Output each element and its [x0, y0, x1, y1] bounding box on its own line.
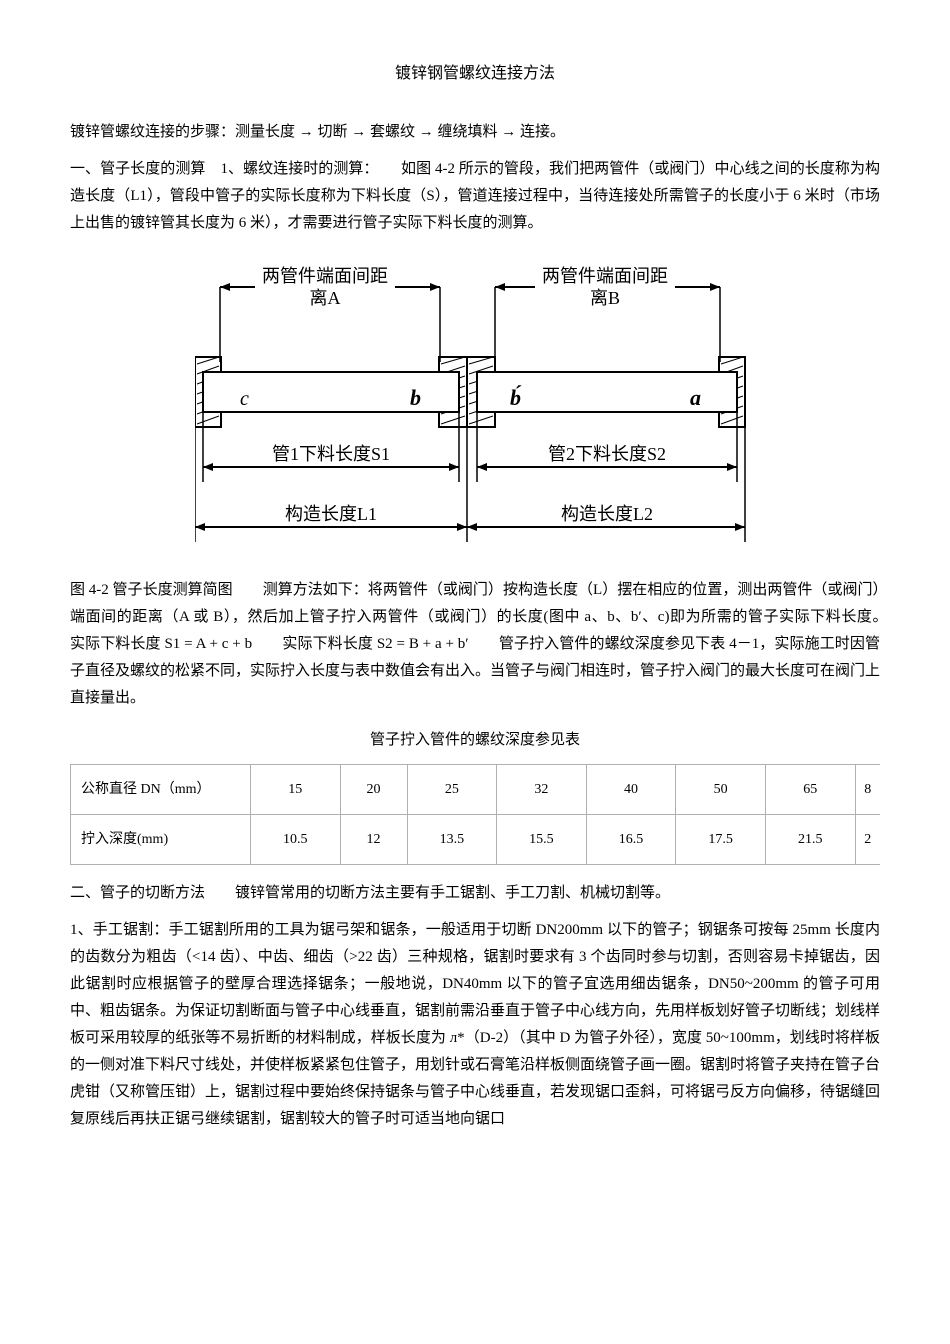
diagram-container: 两管件端面间距 离A 两管件端面间距 离B [70, 252, 880, 562]
row-header-depth: 拧入深度(mm) [71, 814, 251, 864]
label-b-prime: b́ [510, 385, 522, 410]
table-cell-cut: 2 [855, 814, 880, 864]
table-row: 拧入深度(mm) 10.5 12 13.5 15.5 16.5 17.5 21.… [71, 814, 881, 864]
paragraph-1: 镀锌管螺纹连接的步骤：测量长度 → 切断 → 套螺纹 → 缠绕填料 → 连接。 [70, 119, 880, 146]
table-row: 公称直径 DN（mm） 15 20 25 32 40 50 65 8 [71, 764, 881, 814]
s1-dimension: 管1下料长度S1 [203, 412, 459, 482]
table-cell: 32 [497, 764, 587, 814]
label-c: c [240, 388, 249, 410]
table-cell: 10.5 [251, 814, 341, 864]
table-cell: 25 [407, 764, 497, 814]
label-l1: 构造长度L1 [285, 504, 377, 524]
label-top-right: 两管件端面间距 [542, 266, 668, 286]
label-top-left-2: 离A [310, 288, 341, 308]
paragraph-3: 图 4-2 管子长度测算简图 测算方法如下：将两管件（或阀门）按构造长度（L）摆… [70, 577, 880, 712]
label-l2: 构造长度L2 [561, 504, 653, 524]
label-top-right-2: 离B [590, 288, 620, 308]
label-a: a [690, 385, 701, 410]
label-s2: 管2下料长度S2 [548, 444, 666, 464]
paragraph-4: 二、管子的切断方法 镀锌管常用的切断方法主要有手工锯割、手工刀割、机械切割等。 [70, 880, 880, 907]
s2-dimension: 管2下料长度S2 [477, 412, 737, 482]
table-cell: 15 [251, 764, 341, 814]
thread-depth-table: 公称直径 DN（mm） 15 20 25 32 40 50 65 8 拧入深度(… [70, 764, 880, 865]
table-cell: 40 [586, 764, 676, 814]
table-cell: 17.5 [676, 814, 766, 864]
table-cell: 50 [676, 764, 766, 814]
table-cell: 65 [765, 764, 855, 814]
table-cell: 21.5 [765, 814, 855, 864]
table-cell-cut: 8 [855, 764, 880, 814]
row-header-dn: 公称直径 DN（mm） [71, 764, 251, 814]
pipe-length-diagram: 两管件端面间距 离A 两管件端面间距 离B [195, 252, 755, 562]
top-label-right-group: 两管件端面间距 离B [495, 266, 720, 308]
document-title: 镀锌钢管螺纹连接方法 [70, 60, 880, 89]
label-s1: 管1下料长度S1 [272, 444, 390, 464]
table-cell: 12 [340, 814, 407, 864]
top-label-left-group: 两管件端面间距 离A [220, 266, 440, 308]
paragraph-5: 1、手工锯割：手工锯割所用的工具为锯弓架和锯条，一般适用于切断 DN200mm … [70, 917, 880, 1133]
paragraph-2: 一、管子长度的测算 1、螺纹连接时的测算： 如图 4-2 所示的管段，我们把两管… [70, 156, 880, 237]
table-caption: 管子拧入管件的螺纹深度参见表 [70, 727, 880, 754]
table-cell: 15.5 [497, 814, 587, 864]
table-cell: 16.5 [586, 814, 676, 864]
table-cell: 13.5 [407, 814, 497, 864]
label-top-left: 两管件端面间距 [262, 266, 388, 286]
label-b: b [410, 385, 421, 410]
table-cell: 20 [340, 764, 407, 814]
